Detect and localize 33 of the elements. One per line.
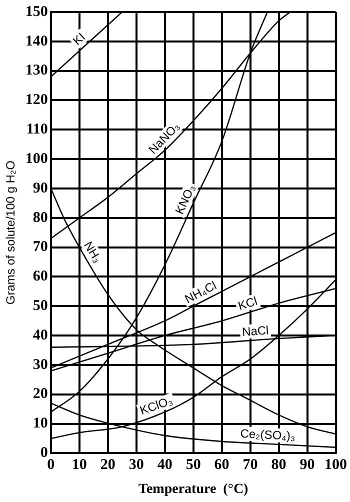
- x-tick-label: 20: [100, 457, 116, 474]
- text: KClO₃: [138, 393, 174, 418]
- x-tick-label: 70: [242, 457, 258, 474]
- y-tick-label: 40: [32, 327, 48, 344]
- x-tick-label: 80: [271, 457, 286, 474]
- y-tick-label: 90: [32, 180, 48, 196]
- y-tick-label: 20: [32, 386, 48, 402]
- x-axis-title: Temperature (°C): [138, 482, 249, 498]
- text: KI: [70, 30, 88, 48]
- y-tick-label: 100: [25, 150, 48, 167]
- y-tick-label: 30: [32, 356, 48, 373]
- y-tick-label: 130: [25, 62, 48, 79]
- series-label: Ce₂(SO₄)₃: [240, 426, 296, 444]
- text: KCl: [236, 294, 259, 313]
- x-tick-label: 100: [324, 457, 347, 474]
- y-tick-label: 120: [25, 92, 48, 108]
- y-axis-title: Grams of solute/100 g H₂O: [4, 160, 18, 305]
- y-tick-label: 110: [26, 122, 48, 138]
- y-tick-label: 140: [25, 33, 48, 50]
- x-tick-label: 30: [128, 457, 144, 474]
- x-tick-label: 60: [214, 457, 230, 474]
- y-tick-label: 60: [32, 268, 48, 285]
- y-tick-label: 70: [32, 239, 48, 256]
- y-tick-label: 50: [32, 298, 48, 314]
- y-tick-label: 0: [40, 445, 48, 462]
- x-tick-label: 40: [157, 457, 172, 474]
- x-tick-label: 90: [300, 457, 315, 474]
- y-tick-label: 150: [25, 4, 48, 20]
- y-tick-label: 10: [32, 416, 48, 432]
- x-tick-label: 50: [186, 457, 201, 474]
- x-tick-label: 10: [72, 457, 87, 474]
- y-tick-label: 80: [32, 210, 48, 226]
- series-label: NaCl: [242, 323, 270, 339]
